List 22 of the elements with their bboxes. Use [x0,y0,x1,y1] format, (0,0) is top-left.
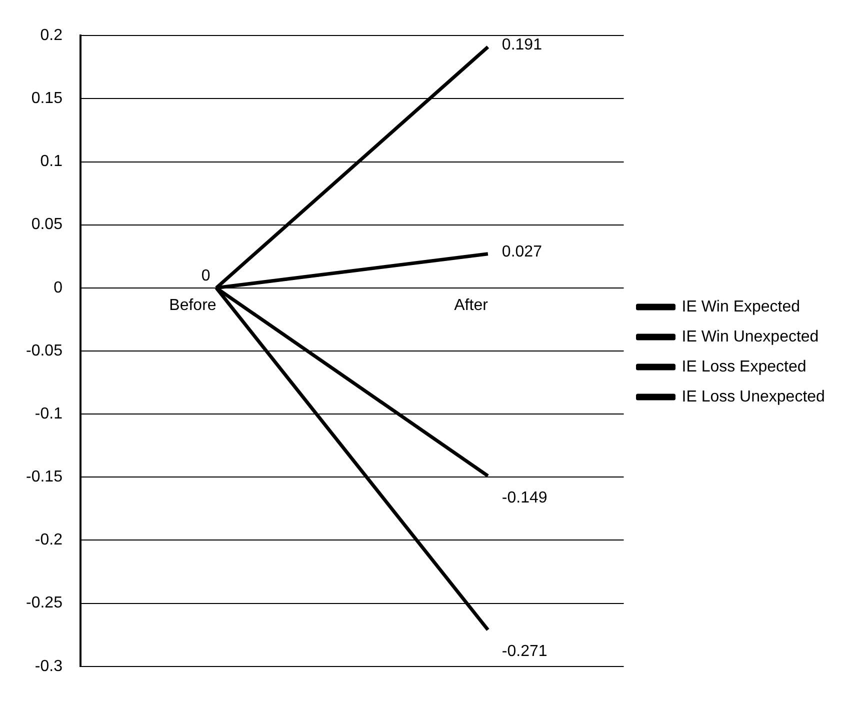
x-tick-label: Before [169,296,216,314]
y-tick-label: -0.1 [34,405,63,422]
y-tick-label: 0.2 [40,27,63,44]
y-tick-label: 0 [54,279,63,296]
legend-label: IE Win Expected [682,298,800,316]
legend-label: IE Win Unexpected [682,328,819,346]
y-tick-label: 0.15 [31,90,63,108]
y-tick-label: 0.1 [40,153,63,170]
legend-label: IE Loss Expected [682,358,806,376]
legend-label: IE Loss Unexpected [682,388,825,406]
data-label: 0.027 [502,243,542,260]
data-label: 0.191 [502,36,542,54]
data-label: -0.149 [502,489,548,506]
y-tick-label: -0.05 [26,342,63,360]
y-tick-label: -0.2 [34,532,63,549]
data-label: 0 [201,267,210,284]
y-tick-label: -0.25 [26,594,63,612]
y-tick-label: -0.15 [26,468,63,486]
x-tick-label: After [454,296,489,314]
data-label: -0.271 [502,643,548,660]
y-tick-label: 0.05 [31,216,63,234]
y-tick-label: -0.3 [34,658,63,675]
